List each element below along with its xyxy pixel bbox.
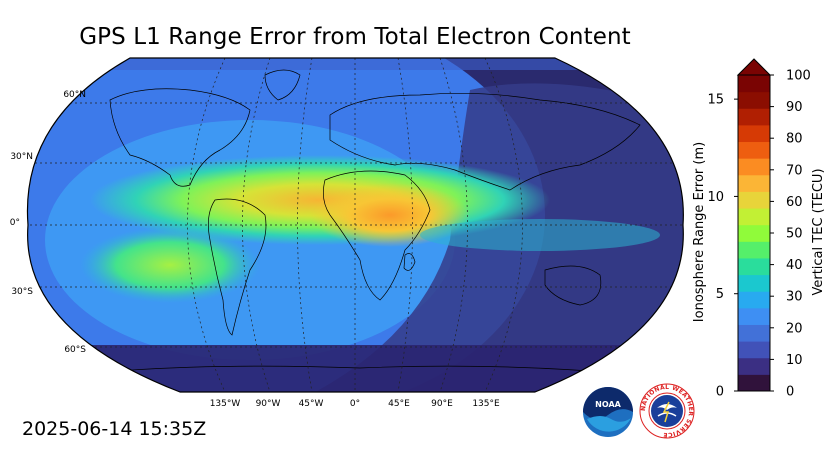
colorbar-right-ticks: 0 10 20 30 40 50 60 70 80 90 100 — [770, 69, 811, 400]
colorbar-segments — [738, 75, 770, 392]
colorbar-segment — [738, 374, 770, 392]
south-america-outline — [208, 198, 267, 336]
tec-north-polar — [27, 58, 684, 70]
coastlines — [69, 69, 641, 376]
tec-south-america-anomaly — [80, 227, 260, 303]
colorbar-segment — [738, 108, 770, 126]
colorbar-segment — [738, 191, 770, 209]
colorbar-segment — [738, 75, 770, 93]
colorbar-segment — [738, 274, 770, 292]
lat-label-0: 0° — [10, 218, 20, 228]
colorbar-segment — [738, 357, 770, 375]
graticule — [27, 58, 684, 392]
colorbar-segment — [738, 307, 770, 325]
colorbar-segment — [738, 291, 770, 309]
colorbar: 0 5 10 15 0 10 20 30 40 50 60 70 80 90 100 Ionosphere… — [692, 58, 826, 400]
colorbar-segment — [738, 324, 770, 342]
colorbar-right-tick-label: 10 — [786, 353, 803, 368]
lon-label-45w: 45°W — [299, 399, 324, 409]
tec-indian-ocean-band — [420, 219, 660, 251]
madagascar-outline — [403, 253, 416, 271]
colorbar-left-tick-label: 10 — [707, 190, 724, 205]
lat-label-30s: 30°S — [11, 287, 33, 297]
colorbar-right-tick-label: 100 — [786, 69, 811, 84]
colorbar-segment — [738, 124, 770, 143]
colorbar-left-ticks: 0 5 10 15 — [707, 93, 738, 400]
latitude-labels: 60°N 30°N 0° 30°S 60°S — [10, 90, 87, 355]
africa-outline — [323, 170, 431, 301]
colorbar-segment — [738, 224, 770, 242]
colorbar-right-tick-label: 60 — [786, 195, 803, 210]
greenland-outline — [264, 69, 301, 101]
colorbar-right-tick-label: 0 — [786, 385, 794, 400]
colorbar-segment — [738, 158, 770, 176]
lon-label-0: 0° — [350, 399, 360, 409]
lon-label-90e: 90°E — [431, 399, 453, 409]
colorbar-segment — [738, 257, 770, 276]
lon-label-135w: 135°W — [210, 399, 241, 409]
colorbar-segment — [738, 141, 770, 159]
colorbar-segment — [738, 241, 770, 259]
noaa-logo-text: NOAA — [595, 400, 621, 409]
tec-field — [27, 58, 684, 392]
globe-border — [26, 57, 684, 393]
lat-label-60n: 60°N — [63, 90, 86, 100]
colorbar-right-tick-label: 20 — [786, 321, 803, 336]
colorbar-right-tick-label: 40 — [786, 258, 803, 273]
colorbar-right-tick-label: 90 — [786, 100, 803, 115]
chart-title: GPS L1 Range Error from Total Electron C… — [79, 24, 631, 50]
timestamp: 2025-06-14 15:35Z — [22, 418, 207, 440]
nws-logo: NATIONAL WEATHER SERVICE — [639, 383, 695, 439]
colorbar-right-tick-label: 30 — [786, 290, 803, 305]
australia-outline — [544, 265, 602, 306]
colorbar-segment — [738, 174, 770, 192]
colorbar-left-tick-label: 5 — [716, 287, 724, 302]
colorbar-left-tick-label: 0 — [716, 385, 724, 400]
longitude-labels: 135°W 90°W 45°W 0° 45°E 90°E 135°E — [210, 399, 500, 409]
colorbar-right-tick-label: 50 — [786, 227, 803, 242]
colorbar-extend-arrow — [736, 58, 772, 76]
colorbar-right-tick-label: 80 — [786, 132, 803, 147]
left-axis-label: Ionosphere Range Error (m) — [692, 142, 707, 322]
colorbar-segment — [738, 91, 770, 109]
north-america-outline — [109, 88, 251, 187]
noaa-logo: NOAA — [583, 387, 633, 437]
lon-label-135e: 135°E — [472, 399, 500, 409]
right-axis-label: Vertical TEC (TECU) — [811, 168, 826, 295]
colorbar-right-tick-label: 70 — [786, 163, 803, 178]
colorbar-segment — [738, 341, 770, 359]
antarctica-outline — [69, 365, 641, 376]
lat-label-60s: 60°S — [64, 345, 86, 355]
lon-label-90w: 90°W — [256, 399, 281, 409]
lat-label-30n: 30°N — [10, 152, 33, 162]
colorbar-left-tick-label: 15 — [707, 93, 724, 108]
colorbar-segment — [738, 208, 770, 226]
lon-label-45e: 45°E — [388, 399, 410, 409]
